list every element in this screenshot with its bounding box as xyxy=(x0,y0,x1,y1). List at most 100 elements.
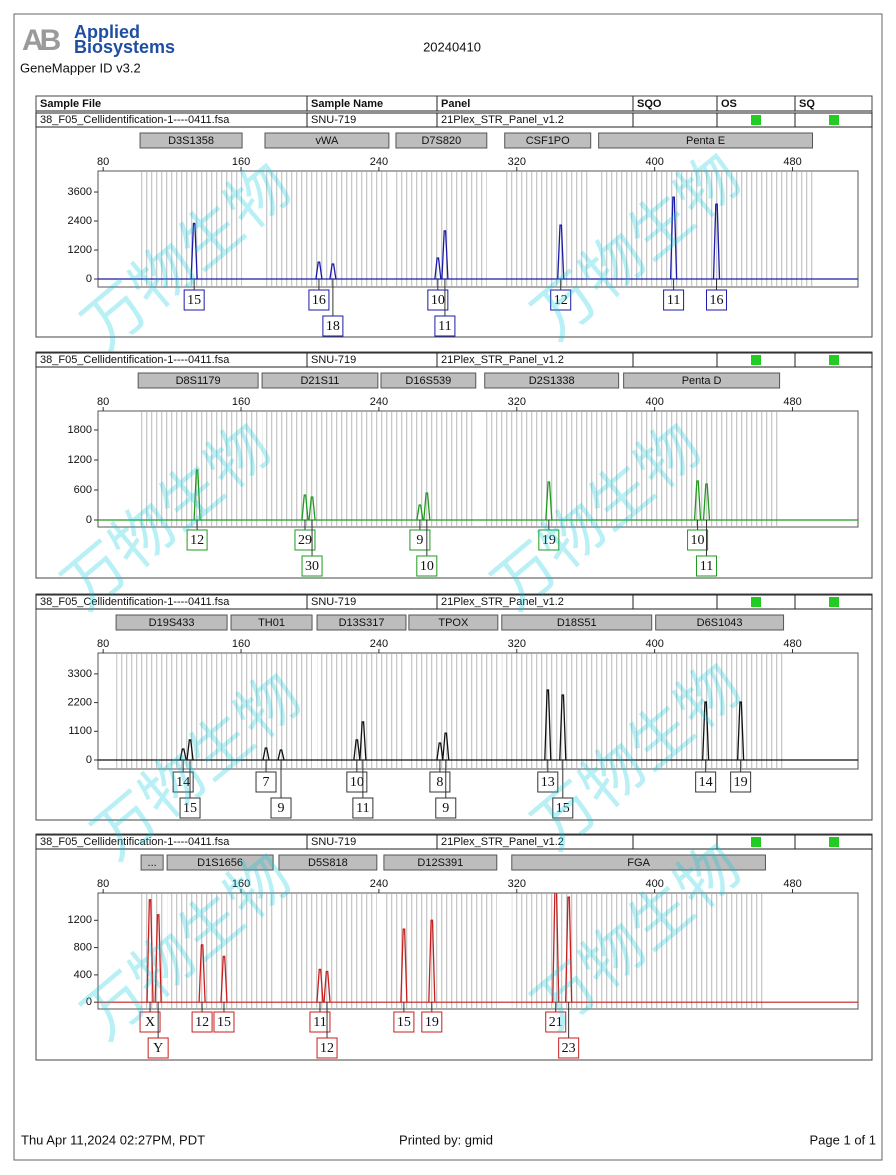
run-date: 20240410 xyxy=(423,39,481,54)
marker-box xyxy=(140,854,164,871)
marker-box xyxy=(383,854,498,871)
allele-label: 14 xyxy=(176,775,190,790)
marker-name: D13S317 xyxy=(339,617,385,629)
allele-label: 9 xyxy=(416,533,423,548)
footer-printer: Printed by: gmid xyxy=(399,1132,493,1147)
y-tick-label: 0 xyxy=(86,514,92,526)
bin-region xyxy=(408,654,498,768)
bin-region xyxy=(623,412,780,526)
x-tick-label: 480 xyxy=(783,156,801,168)
allele-box xyxy=(435,797,457,819)
marker-name: Penta D xyxy=(682,375,722,387)
x-tick-label: 80 xyxy=(97,878,109,890)
allele-box xyxy=(545,1011,567,1033)
allele-box xyxy=(409,529,431,551)
allele-box xyxy=(558,1037,580,1059)
bin-region xyxy=(167,894,274,1008)
peak xyxy=(544,689,552,761)
allele-box xyxy=(537,771,559,793)
allele-box xyxy=(393,1011,415,1033)
allele-label: 14 xyxy=(699,775,713,790)
status-sq xyxy=(829,115,839,125)
allele-box xyxy=(186,529,208,551)
allele-label: 12 xyxy=(190,533,204,548)
marker-box xyxy=(166,854,274,871)
allele-label: 9 xyxy=(442,801,449,816)
panel-border xyxy=(35,833,873,1061)
x-tick-label: 320 xyxy=(508,396,526,408)
bin-region xyxy=(317,654,406,768)
panel-border xyxy=(35,593,873,821)
marker-box xyxy=(511,854,766,871)
peak xyxy=(702,483,711,521)
column-header: OS xyxy=(721,98,737,110)
allele-label: 16 xyxy=(710,293,724,308)
allele-box xyxy=(696,555,718,577)
marker-name: D1S1656 xyxy=(197,857,243,869)
allele-label: 19 xyxy=(734,775,748,790)
column-header: Panel xyxy=(441,98,470,110)
marker-name: vWA xyxy=(316,135,339,147)
allele-label: 16 xyxy=(312,293,326,308)
marker-box xyxy=(316,614,407,631)
marker-box xyxy=(230,614,313,631)
allele-label: 29 xyxy=(298,533,312,548)
peak xyxy=(436,742,444,761)
allele-box xyxy=(421,1011,443,1033)
peak xyxy=(552,893,560,1003)
allele-box xyxy=(309,1011,331,1033)
peak xyxy=(693,480,702,521)
x-tick-label: 240 xyxy=(370,156,388,168)
marker-box xyxy=(380,372,477,389)
allele-label: 30 xyxy=(305,559,319,574)
y-tick-label: 400 xyxy=(74,969,92,981)
peak xyxy=(423,492,431,521)
marker-name: CSF1PO xyxy=(526,135,570,147)
allele-box xyxy=(416,555,438,577)
allele-label: Y xyxy=(153,1041,163,1056)
peak xyxy=(146,899,154,1003)
marker-name: FGA xyxy=(627,857,650,869)
status-sq xyxy=(829,597,839,607)
sample-file: 38_F05_Cellidentification-1----0411.fsa xyxy=(40,354,230,366)
marker-name: D8S1179 xyxy=(176,375,221,387)
allele-box xyxy=(183,289,205,311)
allele-box xyxy=(316,1037,338,1059)
peak xyxy=(301,494,309,521)
marker-name: D7S820 xyxy=(421,135,461,147)
allele-label: 15 xyxy=(183,801,197,816)
allele-label: 11 xyxy=(356,801,369,816)
panel-name: 21Plex_STR_Panel_v1.2 xyxy=(441,114,564,126)
y-tick-label: 1200 xyxy=(68,914,92,926)
peak xyxy=(359,721,367,761)
bin-region xyxy=(116,654,228,768)
marker-name: D3S1358 xyxy=(168,135,214,147)
allele-box xyxy=(352,797,374,819)
peak xyxy=(190,222,198,280)
allele-label: 21 xyxy=(549,1015,563,1030)
y-tick-label: 1800 xyxy=(68,424,92,436)
status-sq xyxy=(829,355,839,365)
y-tick-label: 3600 xyxy=(68,186,92,198)
allele-label: 19 xyxy=(425,1015,439,1030)
y-tick-label: 0 xyxy=(86,273,92,285)
status-os xyxy=(751,115,761,125)
marker-box xyxy=(137,372,259,389)
x-tick-label: 240 xyxy=(370,878,388,890)
marker-name: D2S1338 xyxy=(529,375,575,387)
sample-row xyxy=(35,112,873,128)
sample-file: 38_F05_Cellidentification-1----0411.fsa xyxy=(40,836,230,848)
x-tick-label: 80 xyxy=(97,638,109,650)
sample-file: 38_F05_Cellidentification-1----0411.fsa xyxy=(40,114,230,126)
marker-name: Penta E xyxy=(686,135,725,147)
peak xyxy=(220,955,228,1003)
peak xyxy=(315,261,323,280)
allele-label: 11 xyxy=(700,559,713,574)
marker-box xyxy=(655,614,785,631)
allele-label: 10 xyxy=(691,533,705,548)
column-header: SQO xyxy=(637,98,662,110)
y-tick-label: 1200 xyxy=(68,244,92,256)
logo-text: Applied xyxy=(74,22,140,42)
peak xyxy=(712,203,721,280)
